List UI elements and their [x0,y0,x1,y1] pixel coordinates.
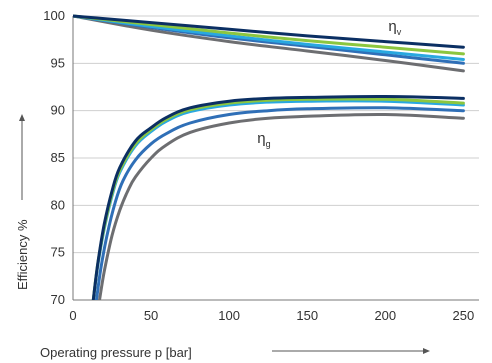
series-line-volumetric-1 [73,14,465,56]
y-tick-label: 80 [51,197,65,212]
y-tick-label: 90 [51,103,65,118]
y-tick-label: 85 [51,150,65,165]
series-group [73,14,465,300]
annotation-eta-g: ηg [257,130,270,149]
x-axis-label: Operating pressure p [bar] [40,345,192,360]
x-tick-label: 250 [453,308,475,323]
x-tick-label: 50 [144,308,158,323]
series-line-volumetric-4 [73,14,465,73]
y-tick-label: 75 [51,245,65,260]
series-line-volumetric-2 [73,14,465,61]
series-line-volumetric-0 [73,14,465,49]
y-axis-label: Efficiency % [15,219,30,290]
annotation-eta-v: ηv [388,18,401,37]
series-line-overall-8 [94,106,465,300]
y-tick-label: 100 [43,8,65,23]
y-axis-arrow-head [19,114,25,121]
x-tick-label: 200 [374,308,396,323]
y-tick-label: 95 [51,55,65,70]
tick-labels: 70 75 80 85 90 95 100 0 50 100 150 200 250 [43,8,474,323]
x-tick-label: 100 [218,308,240,323]
x-tick-label: 150 [296,308,318,323]
series-line-overall-5 [91,94,465,300]
y-tick-label: 70 [51,292,65,307]
x-tick-label: 0 [69,308,76,323]
annotations: ηv ηg [257,18,402,149]
axes [72,16,479,301]
series-line-overall-9 [98,112,465,300]
x-axis-arrow-head [423,348,430,354]
